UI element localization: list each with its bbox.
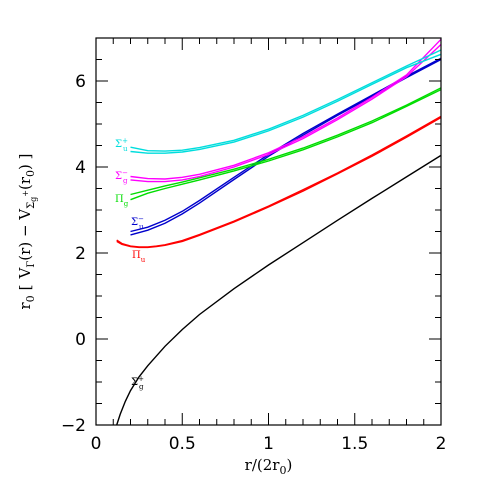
curve-labels-layer: Σ+ g Πu Σ− uΠg Σ− g Σ+ u [115,137,146,391]
plot-frame [95,37,442,426]
series-line-0 [116,154,442,426]
curve-label: Πg [115,194,129,208]
curves-layer [116,38,442,426]
series-line-5 [130,87,442,196]
curve-label: Σ+ g [131,375,144,391]
y-tick-label: 4 [75,158,86,178]
curve-label: Σ− u [131,215,144,231]
curve-label: Πu [132,250,146,264]
x-tick-label: 1.5 [341,434,368,454]
x-tick-label: 0.5 [169,434,196,454]
y-axis-label: r0[VΓ(r) − VΣg+(r0) ] [16,153,38,309]
series-line-2 [116,116,442,249]
y-tick-label: 2 [75,244,86,264]
y-tick-label: −2 [61,416,86,436]
x-tick-label: 2 [436,434,447,454]
y-tick-label: 6 [75,72,86,92]
y-tick-label: 0 [75,330,86,350]
x-axis-label: r/(2r0) [245,456,293,477]
series-line-6 [130,88,442,201]
series-line-8 [130,43,442,183]
x-tick-label: 0 [91,434,102,454]
series-line-9 [130,49,442,152]
curve-label: Σ+ u [115,137,128,153]
x-tick-label: 1 [263,434,274,454]
series-line-10 [130,53,442,154]
series-line-7 [130,38,442,180]
curve-label: Σ− g [115,169,128,185]
